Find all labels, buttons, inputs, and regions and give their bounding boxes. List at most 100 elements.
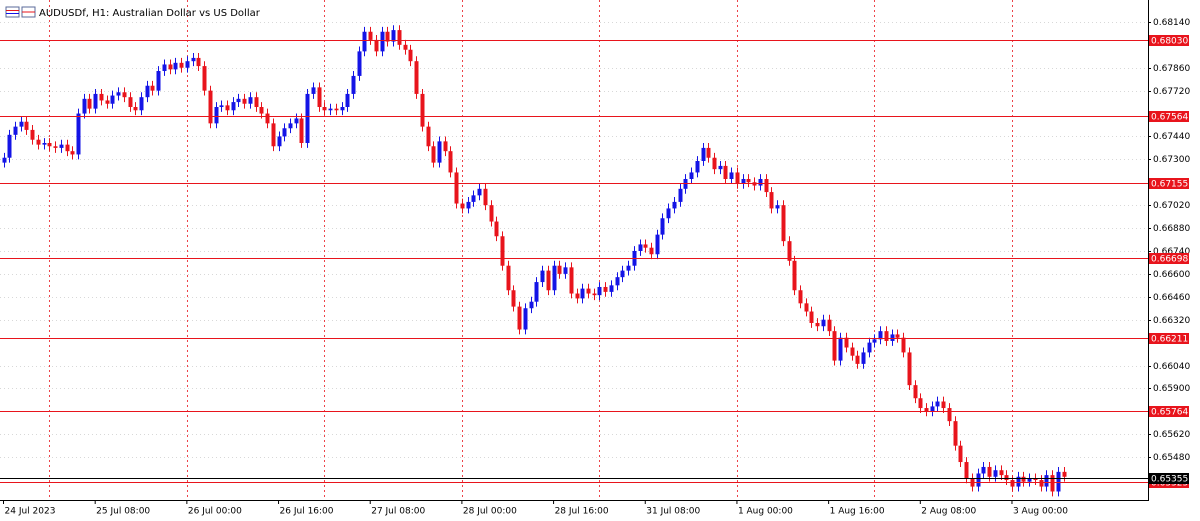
candle-body — [500, 236, 505, 266]
candle-body — [649, 247, 654, 255]
y-tick-label: 0.67860 — [1153, 64, 1190, 74]
candle-body — [924, 408, 929, 412]
candle-body — [958, 445, 963, 463]
candle-body — [947, 408, 952, 422]
candle-body — [145, 85, 150, 98]
candle-body — [466, 201, 471, 209]
candle-body — [666, 208, 671, 219]
candle-body — [764, 178, 769, 193]
candle-body — [878, 331, 883, 340]
candle-body — [838, 337, 843, 361]
candle-body — [162, 64, 167, 72]
candle-body — [53, 146, 58, 148]
candle-body — [758, 178, 763, 186]
candle-body — [231, 102, 236, 111]
candle-body — [2, 157, 7, 163]
candle-body — [420, 93, 425, 127]
candle-body — [351, 75, 356, 94]
candle-body — [1027, 478, 1032, 482]
candle-body — [305, 93, 310, 143]
candle-body — [36, 139, 41, 145]
candle-body — [701, 147, 706, 161]
candle-body — [660, 218, 665, 235]
candle-body — [689, 172, 694, 179]
level-line-tag — [1149, 253, 1189, 264]
chart-title: AUDUSDf, H1: Australian Dollar vs US Dol… — [39, 8, 261, 19]
candle-body — [477, 188, 482, 196]
candle-body — [128, 97, 133, 108]
candle-body — [483, 188, 488, 206]
candle-body — [775, 205, 780, 209]
candle-body — [981, 466, 986, 474]
candle-body — [723, 165, 728, 179]
candle-body — [575, 293, 580, 299]
candle-body — [586, 288, 591, 294]
candle-body — [357, 51, 362, 76]
x-tick-label: 27 Jul 08:00 — [371, 507, 425, 517]
candle-body — [741, 178, 746, 184]
candle-body — [695, 160, 700, 173]
candle-body — [225, 105, 230, 111]
candle-body — [787, 241, 792, 261]
candle-body — [798, 290, 803, 304]
level-line-tag — [1149, 333, 1189, 344]
grid — [0, 0, 1148, 500]
candle-body — [609, 285, 614, 292]
candle-body — [678, 188, 683, 202]
candle-body — [890, 334, 895, 341]
candle-body — [964, 462, 969, 479]
candle-body — [552, 265, 557, 291]
candle-body — [202, 66, 207, 91]
candle-body — [993, 470, 998, 477]
candle-body — [506, 265, 511, 291]
candle-body — [139, 97, 144, 111]
candle-body — [236, 98, 241, 103]
candle-body — [282, 128, 287, 137]
candle-body — [105, 100, 110, 104]
candle-body — [987, 466, 992, 477]
candle-body — [471, 195, 476, 202]
candle-body — [523, 308, 528, 330]
candle-body — [809, 311, 814, 323]
candle-body — [769, 192, 774, 209]
candle-body — [277, 136, 282, 147]
x-tick-label: 28 Jul 16:00 — [555, 507, 609, 517]
candle-body — [24, 121, 29, 130]
candle-body — [110, 95, 115, 104]
candle-body — [930, 406, 935, 412]
candle-body — [47, 142, 52, 147]
candle-body — [1016, 476, 1021, 487]
candle-body — [173, 62, 178, 70]
x-tick-label: 2 Aug 08:00 — [921, 507, 976, 517]
candle-body — [804, 303, 809, 312]
candle-body — [603, 286, 608, 292]
y-tick-label: 0.66320 — [1153, 316, 1190, 326]
y-tick-label: 0.66600 — [1153, 270, 1190, 280]
y-tick-label: 0.67440 — [1153, 132, 1190, 142]
candle-body — [976, 473, 981, 487]
candle-body — [850, 347, 855, 356]
candle-body — [712, 157, 717, 170]
level-line-tag — [1149, 178, 1189, 189]
candle-body — [941, 401, 946, 409]
candle-body — [288, 123, 293, 129]
candle-body — [999, 470, 1004, 476]
candle-body — [254, 97, 259, 108]
candles — [2, 25, 1067, 497]
y-tick-label: 0.66740 — [1153, 247, 1190, 257]
current-price-label: 0.65355 — [1151, 475, 1188, 485]
overlay: 0.68140 0.67860 0.67720 0.67440 0.67300 0.670… — [0, 18, 1190, 517]
y-tick-label: 0.67300 — [1153, 155, 1190, 165]
candle-body — [7, 134, 12, 158]
candle-body — [380, 31, 385, 52]
level-line-label: 0.66698 — [1151, 255, 1188, 265]
candle-body — [540, 270, 545, 283]
candle-body — [781, 205, 786, 242]
candle-body — [93, 93, 98, 109]
chart-icon — [5, 6, 36, 18]
candle-body — [672, 201, 677, 209]
candle-body — [718, 165, 723, 170]
candle-body — [867, 342, 872, 353]
candle-body — [1050, 475, 1055, 492]
